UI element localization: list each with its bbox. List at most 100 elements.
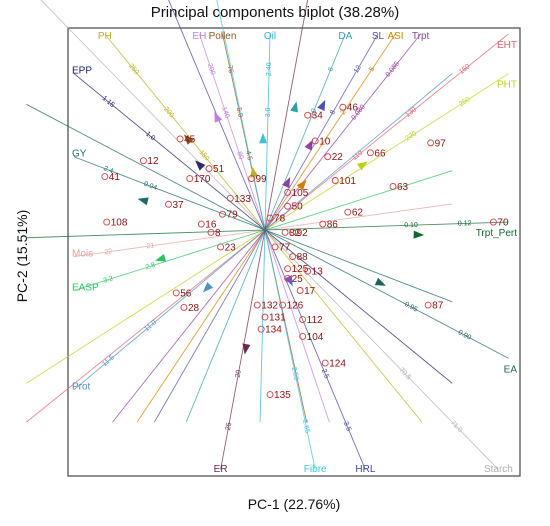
observation-point	[205, 165, 213, 173]
tick-label: 3.5	[342, 421, 352, 433]
observation-label: 87	[432, 301, 444, 312]
tick-label: 8	[329, 109, 337, 116]
observation-point	[331, 177, 339, 184]
observation-point	[289, 228, 297, 236]
observation-point	[344, 208, 352, 216]
tick-label: 140	[220, 106, 230, 119]
tick-label: 2.55	[290, 366, 300, 381]
variable-label-ph: PH	[98, 31, 112, 42]
observation-label: 86	[327, 220, 339, 231]
tick-label: 0.04	[143, 181, 158, 192]
plot-frame	[67, 27, 521, 477]
variable-label-easp: EASP	[72, 283, 99, 294]
vector-line-trpt_pert	[26, 221, 509, 239]
arrow-heads	[137, 99, 425, 355]
observation-label: 125	[292, 264, 309, 275]
observation-point	[186, 175, 194, 182]
observation-point	[299, 333, 307, 340]
observation-point	[197, 220, 205, 228]
arrow-head	[259, 132, 268, 144]
observation-point	[284, 265, 292, 273]
observation-label: 51	[213, 164, 225, 175]
variable-label-fibre: Fibre	[304, 464, 327, 475]
variable-label-er: ER	[214, 464, 228, 475]
variable-label-oil: Oil	[264, 31, 276, 42]
observation-point	[101, 173, 109, 180]
observation-label: 37	[173, 200, 185, 211]
observation-point	[304, 111, 312, 119]
observation-label: 108	[111, 218, 128, 229]
observation-label: 92	[297, 228, 309, 239]
arrow-head	[290, 101, 299, 113]
tick-label: 5.0	[235, 107, 244, 118]
observation-point	[248, 175, 255, 182]
tick-label: 12	[353, 64, 363, 74]
arrow-head	[183, 134, 194, 145]
variable-label-epp: EPP	[72, 66, 92, 77]
tick-label: 2.5	[320, 368, 330, 380]
observation-label: 78	[274, 214, 286, 225]
variable-label-sl: SL	[372, 31, 385, 42]
observation-point	[279, 301, 287, 309]
observation-points: 46 34 45 10 97 22 66 12 51 99 41 170 101 63 105 133 37 50…	[101, 103, 509, 401]
tick-label: 1.0	[144, 131, 156, 143]
observation-label: 79	[227, 210, 239, 221]
observation-point	[165, 200, 172, 208]
observation-label: 62	[352, 208, 364, 219]
observation-point	[226, 194, 234, 202]
tick-label: 200	[206, 63, 216, 76]
tick-label: 76	[226, 65, 235, 74]
observation-label: 101	[339, 176, 356, 187]
arrow-head	[242, 343, 251, 355]
vector-line-starch	[40, 0, 499, 470]
observation-point	[321, 359, 329, 367]
arrow-head	[250, 166, 259, 178]
observation-label: 134	[265, 325, 282, 336]
observation-label: 50	[292, 202, 304, 213]
observation-point	[217, 243, 225, 251]
observation-label: 28	[188, 303, 200, 314]
observation-point	[299, 316, 307, 323]
vector-line-er	[220, 0, 309, 470]
observation-point	[219, 210, 226, 218]
tick-label: 10	[309, 107, 318, 117]
observation-label: 46	[347, 103, 359, 114]
vector-line-fibre	[216, 0, 316, 470]
observation-point	[304, 267, 312, 275]
observation-point	[311, 137, 319, 145]
tick-label: 22	[104, 248, 113, 256]
variable-label-trpt_pert: Trpt_Pert	[476, 228, 518, 239]
observation-label: 135	[274, 390, 291, 401]
observation-label: 132	[261, 301, 278, 312]
observation-label: 12	[147, 156, 159, 167]
observation-label: 16	[205, 220, 217, 231]
tick-label: 4.5	[244, 150, 253, 161]
tick-label: 2	[340, 109, 348, 116]
variable-label-mois: Mois	[72, 249, 93, 260]
variable-label-eht: EHT	[497, 40, 517, 51]
observation-label: 104	[307, 332, 324, 343]
observation-label: 70	[497, 218, 509, 229]
observation-point	[319, 220, 327, 228]
observation-point	[253, 301, 261, 309]
tick-label: 2.4	[102, 165, 114, 175]
variable-label-asi: ASI	[387, 31, 403, 42]
observation-point	[103, 218, 111, 226]
observation-point	[284, 274, 292, 282]
chart-title: Principal components biplot (38.28%)	[150, 4, 400, 21]
arrow-head	[214, 111, 223, 123]
observation-label: 34	[312, 111, 324, 122]
observation-label: 131	[269, 313, 286, 324]
observation-label: 23	[225, 242, 237, 253]
observation-label: 126	[287, 301, 304, 312]
arrow-head	[202, 282, 214, 293]
observation-label: 77	[279, 242, 291, 253]
arrow-head	[304, 139, 313, 151]
observation-label: 124	[329, 359, 346, 370]
observation-label: 97	[435, 138, 447, 149]
observation-point	[176, 135, 184, 143]
observation-label: 8	[215, 228, 221, 239]
tick-label: 3.2	[103, 275, 114, 285]
observation-label: 41	[109, 172, 121, 183]
observation-label: 105	[292, 188, 309, 199]
